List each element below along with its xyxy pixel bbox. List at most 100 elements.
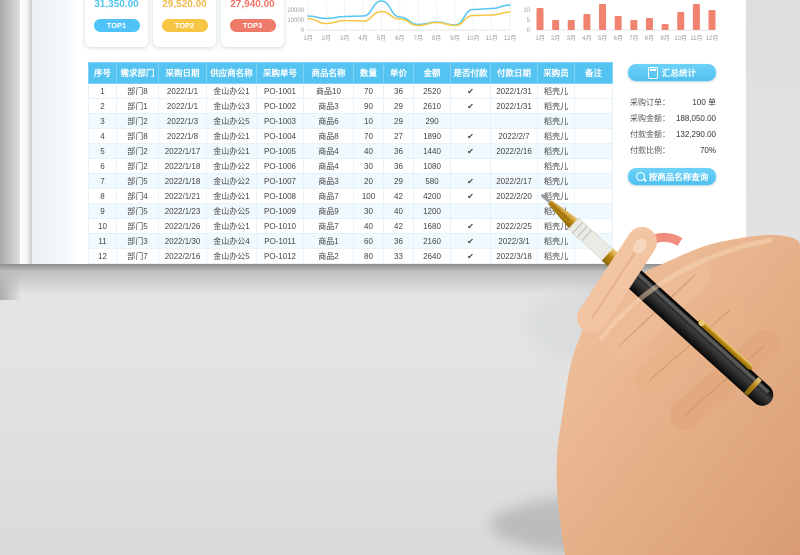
table-cell[interactable]: 金山办公5: [206, 248, 257, 264]
table-cell[interactable]: ✔: [450, 83, 491, 99]
table-cell[interactable]: 部门2: [116, 158, 159, 174]
table-cell[interactable]: 金山办公5: [206, 113, 257, 129]
table-cell[interactable]: 商品1: [303, 233, 354, 249]
table-cell[interactable]: 100: [353, 188, 384, 204]
table-cell[interactable]: 29: [383, 173, 414, 189]
table-cell[interactable]: 部门2: [116, 113, 159, 129]
table-cell[interactable]: 2022/1/3: [158, 113, 207, 129]
table-cell[interactable]: 2022/1/1: [158, 83, 207, 99]
table-cell[interactable]: 部门3: [116, 233, 159, 249]
table-cell[interactable]: 1200: [413, 203, 451, 219]
table-cell[interactable]: 商品6: [303, 113, 354, 129]
table-cell[interactable]: 2520: [413, 83, 451, 99]
table-cell[interactable]: 36: [383, 143, 414, 159]
table-cell[interactable]: PO-1004: [256, 128, 304, 144]
table-cell[interactable]: 11: [88, 233, 117, 249]
table-cell[interactable]: PO-1005: [256, 143, 304, 159]
table-cell[interactable]: 稻壳儿: [537, 233, 575, 249]
table-cell[interactable]: 商品9: [303, 203, 354, 219]
table-cell[interactable]: 2022/2/7: [490, 128, 538, 144]
table-cell[interactable]: 金山办公1: [206, 128, 257, 144]
table-cell[interactable]: 稻壳儿: [537, 143, 575, 159]
table-cell[interactable]: 2022/1/23: [158, 203, 207, 219]
table-cell[interactable]: ✔: [450, 143, 491, 159]
table-cell[interactable]: 部门2: [116, 143, 159, 159]
table-cell[interactable]: [574, 83, 613, 99]
table-cell[interactable]: 1890: [413, 128, 451, 144]
table-cell[interactable]: 商品4: [303, 143, 354, 159]
table-cell[interactable]: 金山办公1: [206, 143, 257, 159]
table-cell[interactable]: 稻壳儿: [537, 128, 575, 144]
table-cell[interactable]: PO-1009: [256, 203, 304, 219]
table-cell[interactable]: 42: [383, 218, 414, 234]
table-cell[interactable]: PO-1001: [256, 83, 304, 99]
table-cell[interactable]: 90: [353, 98, 384, 114]
table-cell[interactable]: 金山办公5: [206, 203, 257, 219]
table-cell[interactable]: 2022/1/26: [158, 218, 207, 234]
table-cell[interactable]: 7: [88, 173, 117, 189]
table-cell[interactable]: 稻壳儿: [537, 83, 575, 99]
table-cell[interactable]: 金山办公1: [206, 218, 257, 234]
table-cell[interactable]: 5: [88, 143, 117, 159]
table-cell[interactable]: 2640: [413, 248, 451, 264]
table-cell[interactable]: 商品7: [303, 188, 354, 204]
table-cell[interactable]: 30: [353, 203, 384, 219]
table-cell[interactable]: 部门7: [116, 248, 159, 264]
table-cell[interactable]: 2022/1/18: [158, 158, 207, 174]
table-cell[interactable]: 2022/2/17: [490, 173, 538, 189]
table-cell[interactable]: 商品2: [303, 248, 354, 264]
table-cell[interactable]: PO-1007: [256, 173, 304, 189]
table-cell[interactable]: 40: [353, 218, 384, 234]
table-cell[interactable]: 10: [88, 218, 117, 234]
table-cell[interactable]: 42: [383, 188, 414, 204]
table-cell[interactable]: 金山办公3: [206, 98, 257, 114]
table-cell[interactable]: [450, 158, 491, 174]
table-cell[interactable]: 部门5: [116, 218, 159, 234]
table-cell[interactable]: 80: [353, 248, 384, 264]
table-cell[interactable]: 1: [88, 83, 117, 99]
table-cell[interactable]: 商品8: [303, 128, 354, 144]
table-cell[interactable]: [574, 143, 613, 159]
table-cell[interactable]: 70: [353, 83, 384, 99]
table-cell[interactable]: 2022/3/18: [490, 248, 538, 264]
summary-stats-button[interactable]: 汇总统计: [628, 64, 716, 81]
table-cell[interactable]: 2022/2/20: [490, 188, 538, 204]
table-cell[interactable]: 2022/1/8: [158, 128, 207, 144]
table-cell[interactable]: [574, 98, 613, 114]
table-cell[interactable]: 商品7: [303, 218, 354, 234]
table-cell[interactable]: 商品3: [303, 173, 354, 189]
table-cell[interactable]: PO-1008: [256, 188, 304, 204]
table-cell[interactable]: [450, 113, 491, 129]
table-cell[interactable]: 2: [88, 98, 117, 114]
table-cell[interactable]: 部门8: [116, 128, 159, 144]
table-cell[interactable]: 部门5: [116, 173, 159, 189]
table-cell[interactable]: 27: [383, 128, 414, 144]
table-cell[interactable]: 290: [413, 113, 451, 129]
table-cell[interactable]: 3: [88, 113, 117, 129]
table-cell[interactable]: 稻壳儿: [537, 113, 575, 129]
table-cell[interactable]: 2022/1/31: [490, 83, 538, 99]
table-cell[interactable]: [490, 113, 538, 129]
table-cell[interactable]: 金山办公2: [206, 158, 257, 174]
table-cell[interactable]: PO-1003: [256, 113, 304, 129]
table-cell[interactable]: [574, 188, 613, 204]
table-cell[interactable]: 2022/3/1: [490, 233, 538, 249]
table-cell[interactable]: 30: [353, 158, 384, 174]
table-cell[interactable]: 金山办公2: [206, 173, 257, 189]
table-cell[interactable]: 6: [88, 158, 117, 174]
table-cell[interactable]: PO-1010: [256, 218, 304, 234]
table-cell[interactable]: 稻壳儿: [537, 173, 575, 189]
table-cell[interactable]: 8: [88, 188, 117, 204]
table-cell[interactable]: 580: [413, 173, 451, 189]
table-cell[interactable]: 36: [383, 233, 414, 249]
table-cell[interactable]: [574, 128, 613, 144]
table-cell[interactable]: 金山办公1: [206, 188, 257, 204]
table-cell[interactable]: 部门5: [116, 203, 159, 219]
table-cell[interactable]: ✔: [450, 128, 491, 144]
table-cell[interactable]: PO-1006: [256, 158, 304, 174]
table-cell[interactable]: 2160: [413, 233, 451, 249]
table-cell[interactable]: 20: [353, 173, 384, 189]
table-cell[interactable]: 40: [353, 143, 384, 159]
table-cell[interactable]: ✔: [450, 98, 491, 114]
table-cell[interactable]: 商品4: [303, 158, 354, 174]
